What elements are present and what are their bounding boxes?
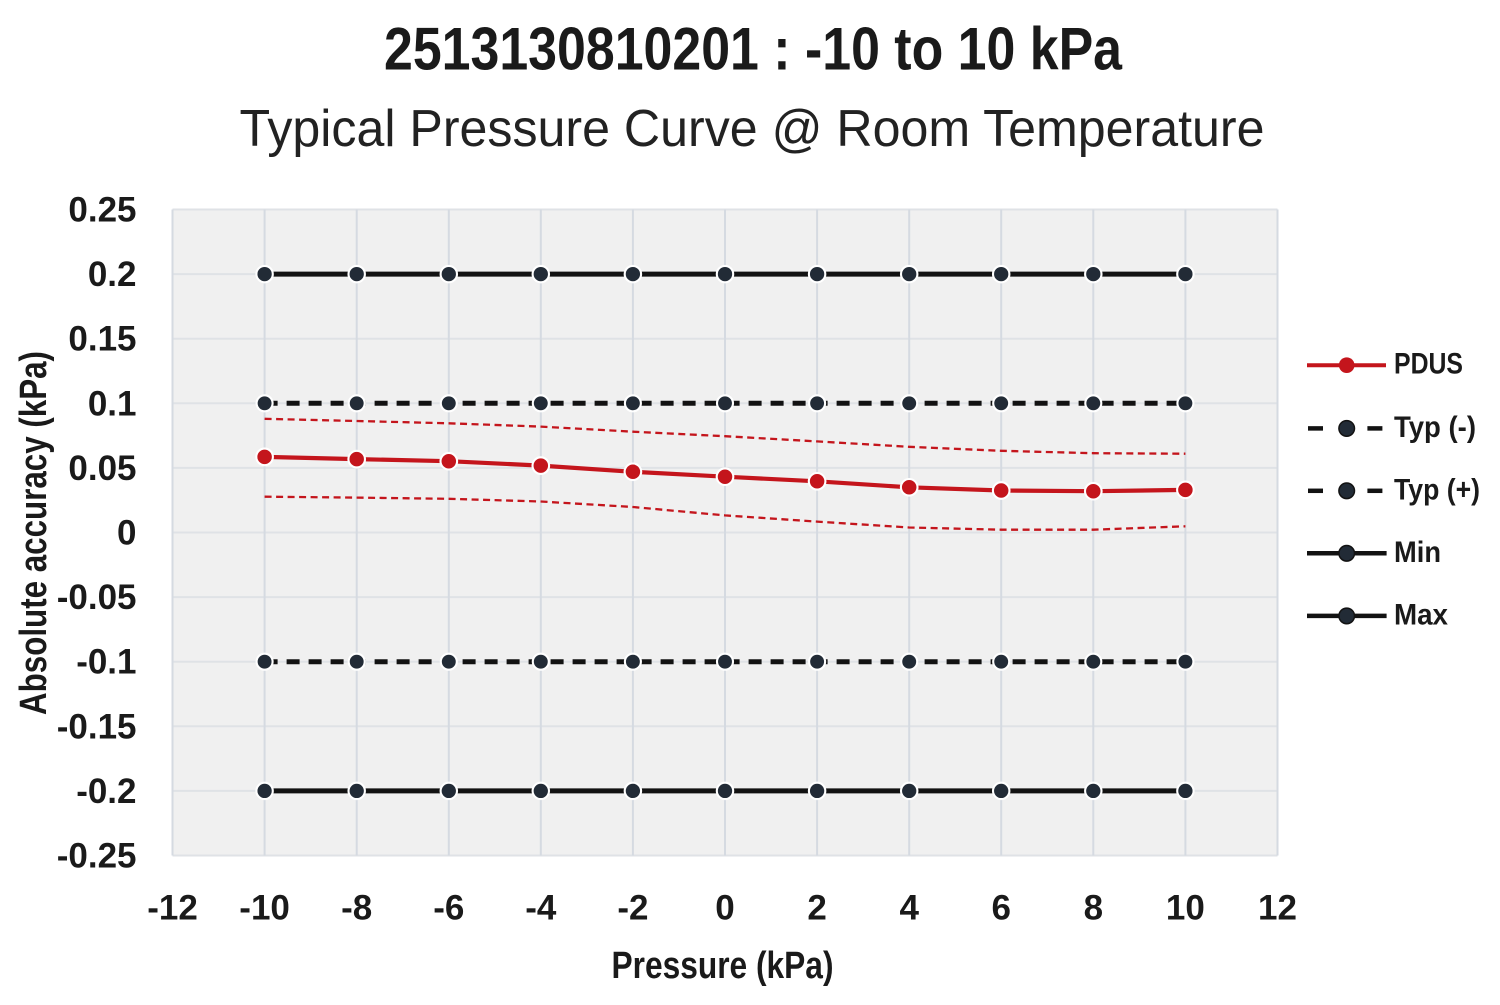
svg-text:0.25: 0.25 (68, 191, 136, 230)
svg-text:-10: -10 (239, 889, 290, 928)
svg-text:2: 2 (807, 889, 826, 928)
svg-text:2513130810201 : -10 to 10 kPa: 2513130810201 : -10 to 10 kPa (384, 16, 1123, 83)
svg-text:Absolute accuracy (kPa): Absolute accuracy (kPa) (13, 351, 55, 715)
svg-text:-8: -8 (341, 889, 372, 928)
svg-text:Typ (-): Typ (-) (1394, 411, 1476, 444)
svg-text:-4: -4 (525, 889, 557, 928)
svg-text:0.05: 0.05 (68, 449, 136, 488)
svg-text:4: 4 (899, 889, 919, 928)
svg-text:-12: -12 (147, 889, 198, 928)
svg-text:PDUS: PDUS (1394, 348, 1463, 381)
svg-text:8: 8 (1084, 889, 1103, 928)
svg-text:0: 0 (715, 889, 734, 928)
svg-text:-0.15: -0.15 (57, 707, 137, 746)
svg-text:-0.25: -0.25 (57, 837, 137, 876)
svg-text:-0.2: -0.2 (76, 772, 136, 811)
svg-text:0.15: 0.15 (68, 320, 136, 359)
svg-text:12: 12 (1258, 889, 1297, 928)
svg-text:0.1: 0.1 (88, 384, 137, 423)
svg-text:Typical Pressure Curve @ Room: Typical Pressure Curve @ Room Temperatur… (240, 100, 1265, 158)
svg-text:Min: Min (1394, 536, 1441, 569)
svg-text:-6: -6 (433, 889, 464, 928)
svg-text:-0.1: -0.1 (76, 643, 136, 682)
svg-text:Max: Max (1394, 598, 1449, 631)
svg-text:0: 0 (117, 514, 136, 553)
svg-text:Typ (+): Typ (+) (1394, 473, 1480, 506)
svg-text:6: 6 (991, 889, 1010, 928)
svg-text:-0.05: -0.05 (57, 578, 137, 617)
svg-text:0.2: 0.2 (88, 255, 137, 294)
svg-text:Pressure (kPa): Pressure (kPa) (612, 945, 834, 987)
svg-text:-2: -2 (617, 889, 648, 928)
svg-text:10: 10 (1166, 889, 1205, 928)
